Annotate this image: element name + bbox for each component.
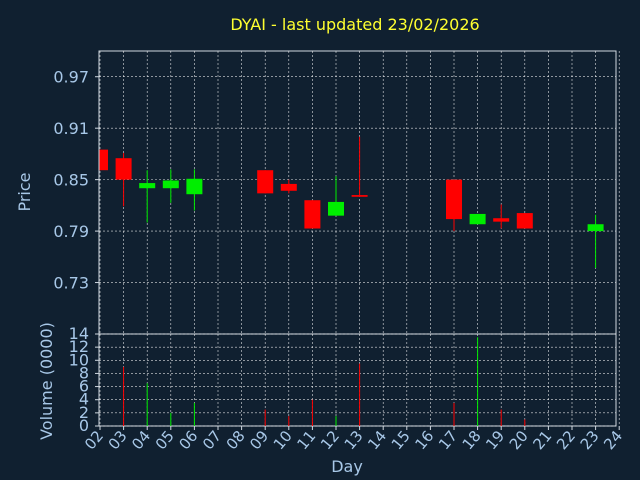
candle-body xyxy=(162,180,179,189)
x-ticks: 0203040506070809101112131415161718192021… xyxy=(81,426,626,453)
x-tick-label: 08 xyxy=(223,427,249,453)
x-tick-label: 20 xyxy=(506,427,532,453)
candle-body xyxy=(469,213,486,225)
candle-body xyxy=(493,218,510,222)
volume-tick-label: 10 xyxy=(69,350,89,369)
candle-body xyxy=(351,195,368,197)
x-tick-label: 17 xyxy=(435,427,461,453)
x-tick-label: 18 xyxy=(459,427,485,453)
price-tick-label: 0.91 xyxy=(53,119,89,138)
volume-axis-label: Volume (0000) xyxy=(37,322,56,440)
x-tick-label: 05 xyxy=(152,427,178,453)
candle-body xyxy=(186,178,203,195)
volume-plot-frame xyxy=(98,333,617,427)
x-tick-label: 14 xyxy=(364,427,390,453)
candle-body xyxy=(139,183,156,189)
chart-title: DYAI - last updated 23/02/2026 xyxy=(230,15,479,34)
candle-body xyxy=(587,224,604,232)
volume-tick-label: 12 xyxy=(69,337,89,356)
x-axis-label: Day xyxy=(331,457,363,476)
volume-bars xyxy=(123,337,526,426)
x-tick-label: 15 xyxy=(388,427,414,453)
x-tick-label: 24 xyxy=(600,427,626,453)
volume-tick-label: 14 xyxy=(69,324,89,343)
x-tick-label: 10 xyxy=(270,427,296,453)
candle-body xyxy=(257,170,274,194)
x-tick-label: 19 xyxy=(482,427,508,453)
candle-body xyxy=(446,179,462,220)
price-axis-label: Price xyxy=(15,172,34,211)
x-tick-label: 16 xyxy=(411,427,437,453)
x-tick-label: 09 xyxy=(246,427,272,453)
x-tick-label: 04 xyxy=(128,427,154,453)
x-tick-label: 21 xyxy=(529,427,555,453)
x-tick-label: 07 xyxy=(199,427,225,453)
price-plot-frame xyxy=(98,50,617,335)
x-tick-label: 06 xyxy=(175,427,201,453)
candles xyxy=(99,136,604,268)
price-tick-label: 0.79 xyxy=(53,222,89,241)
price-tick-label: 0.85 xyxy=(53,171,89,190)
volume-tick-label: 2 xyxy=(79,403,89,422)
price-y-ticks: 0.97 0.91 0.85 0.79 0.73 xyxy=(53,68,99,293)
candle-body xyxy=(280,183,297,191)
volume-tick-label: 4 xyxy=(79,390,89,409)
candle-body xyxy=(328,201,344,216)
x-tick-label: 11 xyxy=(293,427,319,453)
x-tick-label: 12 xyxy=(317,427,343,453)
x-tick-label: 03 xyxy=(105,427,131,453)
volume-tick-label: 8 xyxy=(79,363,89,382)
x-tick-label: 23 xyxy=(577,427,603,453)
price-tick-label: 0.97 xyxy=(53,68,89,87)
volume-tick-label: 6 xyxy=(79,377,89,396)
candle-body xyxy=(100,149,108,171)
volume-tick-label: 0 xyxy=(79,416,89,435)
x-tick-label: 22 xyxy=(553,427,579,453)
price-tick-label: 0.73 xyxy=(53,274,89,293)
x-tick-label: 13 xyxy=(341,427,367,453)
candle-body xyxy=(304,200,321,229)
candle-body xyxy=(516,213,533,229)
candle-body xyxy=(115,158,132,180)
price-panel: 0.97 0.91 0.85 0.79 0.73 xyxy=(53,50,620,335)
